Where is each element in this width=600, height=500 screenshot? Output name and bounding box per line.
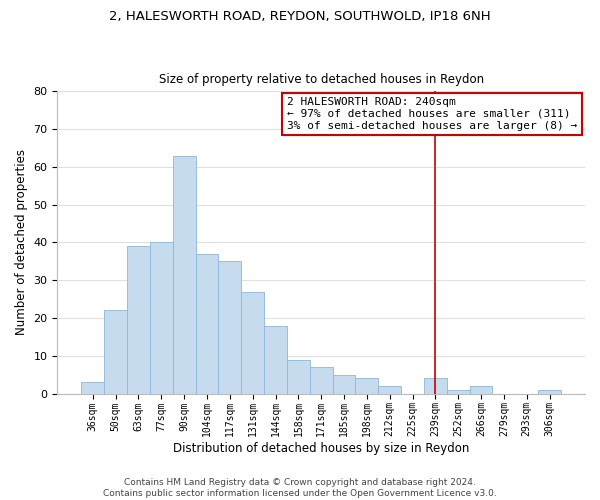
- Bar: [218, 262, 241, 394]
- Bar: [538, 390, 561, 394]
- Title: Size of property relative to detached houses in Reydon: Size of property relative to detached ho…: [158, 73, 484, 86]
- Text: 2, HALESWORTH ROAD, REYDON, SOUTHWOLD, IP18 6NH: 2, HALESWORTH ROAD, REYDON, SOUTHWOLD, I…: [109, 10, 491, 23]
- Bar: [287, 360, 310, 394]
- X-axis label: Distribution of detached houses by size in Reydon: Distribution of detached houses by size …: [173, 442, 469, 455]
- Bar: [355, 378, 379, 394]
- Text: 2 HALESWORTH ROAD: 240sqm
← 97% of detached houses are smaller (311)
3% of semi-: 2 HALESWORTH ROAD: 240sqm ← 97% of detac…: [287, 98, 577, 130]
- Bar: [310, 367, 332, 394]
- Bar: [424, 378, 447, 394]
- Bar: [241, 292, 264, 394]
- Bar: [173, 156, 196, 394]
- Bar: [104, 310, 127, 394]
- Bar: [332, 374, 355, 394]
- Text: Contains HM Land Registry data © Crown copyright and database right 2024.
Contai: Contains HM Land Registry data © Crown c…: [103, 478, 497, 498]
- Bar: [196, 254, 218, 394]
- Bar: [379, 386, 401, 394]
- Y-axis label: Number of detached properties: Number of detached properties: [15, 150, 28, 336]
- Bar: [150, 242, 173, 394]
- Bar: [470, 386, 493, 394]
- Bar: [264, 326, 287, 394]
- Bar: [447, 390, 470, 394]
- Bar: [82, 382, 104, 394]
- Bar: [127, 246, 150, 394]
